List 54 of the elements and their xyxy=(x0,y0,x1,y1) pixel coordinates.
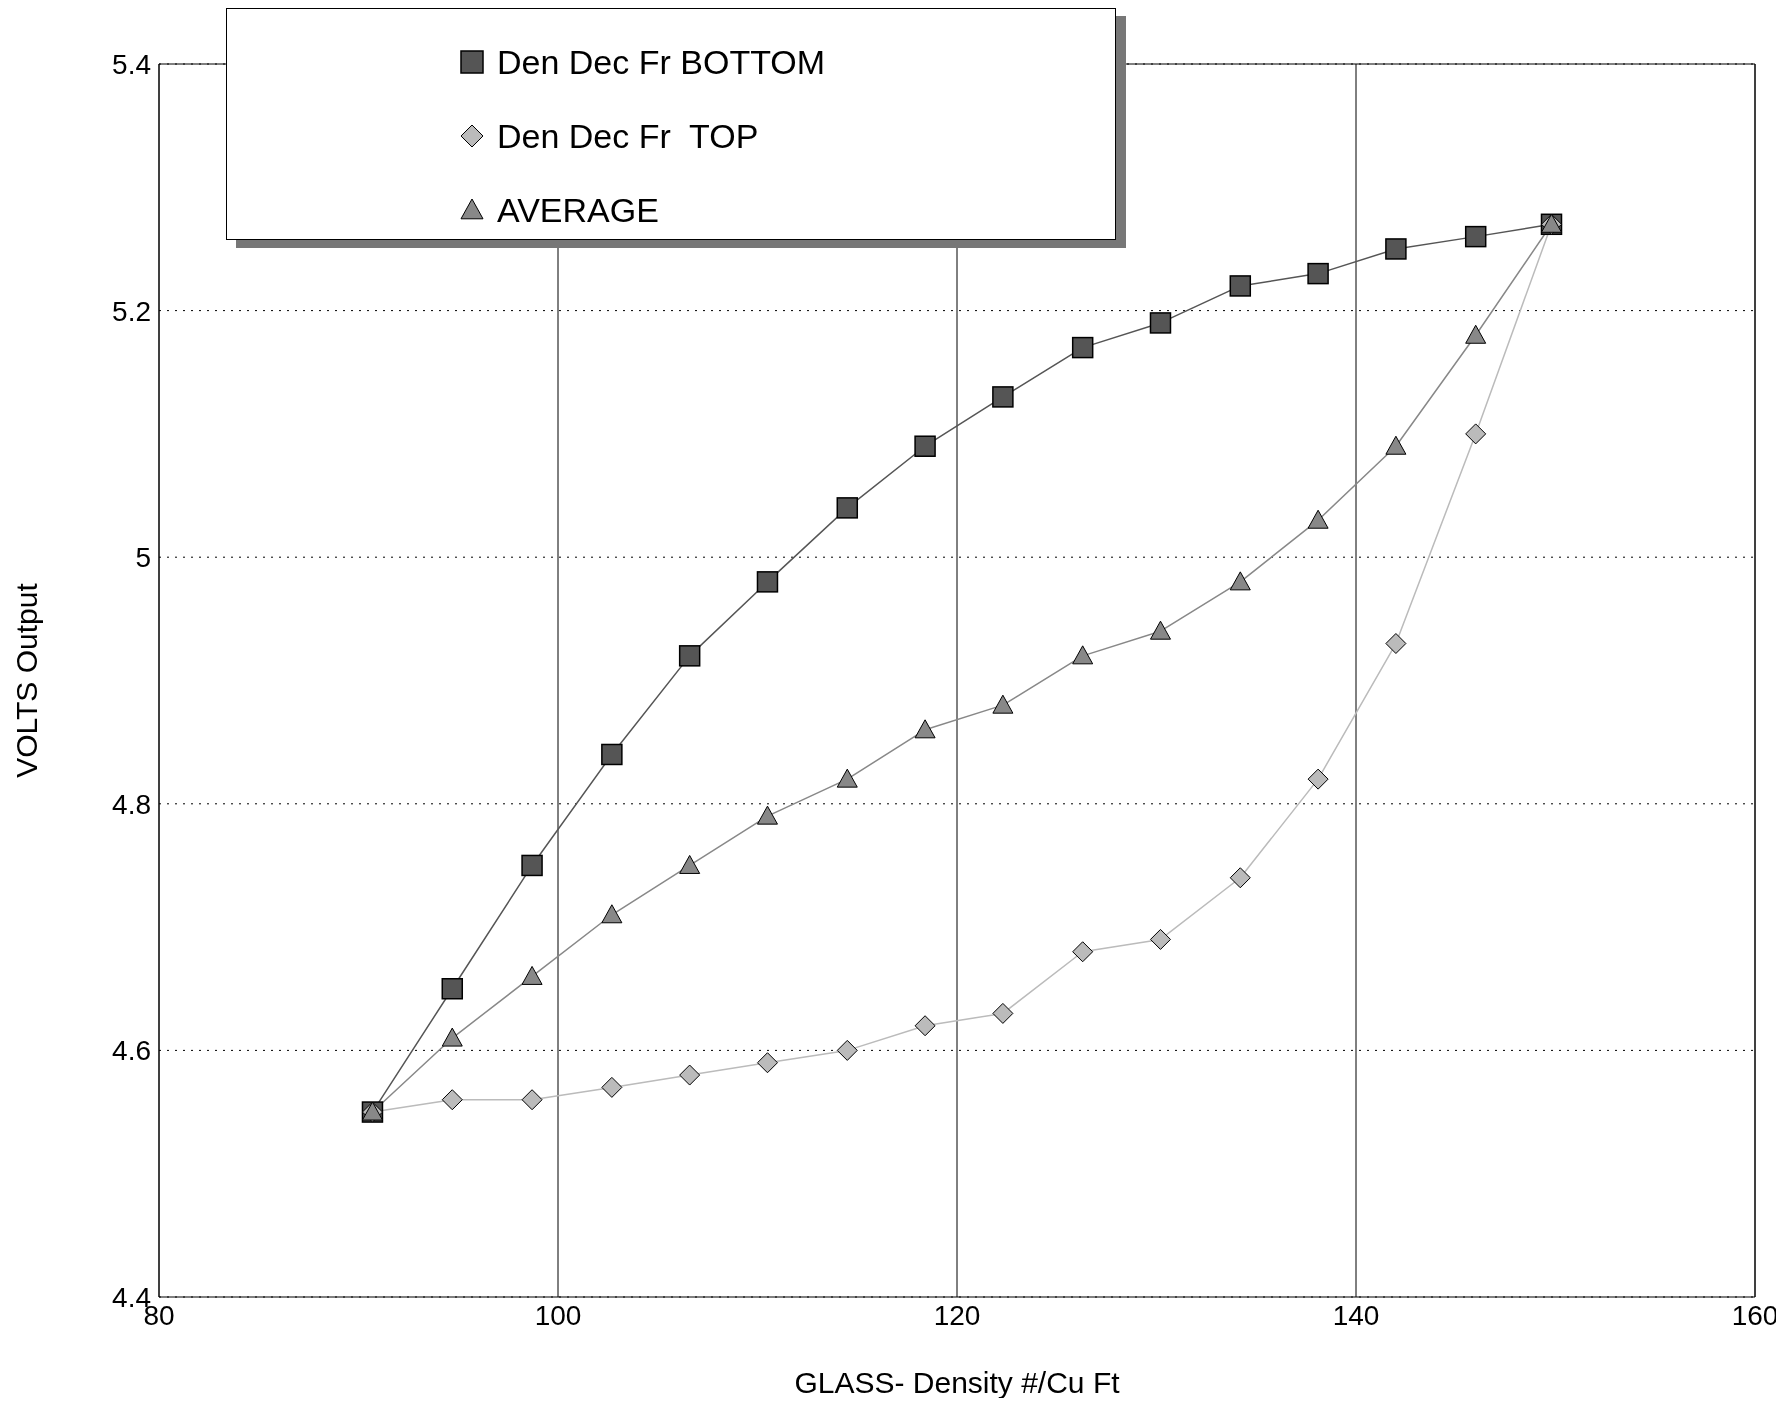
point xyxy=(1385,238,1407,260)
point xyxy=(1072,941,1094,963)
point xyxy=(836,768,858,788)
point xyxy=(1385,435,1407,455)
x-tick-label: 120 xyxy=(933,1299,981,1331)
point xyxy=(1465,324,1487,344)
y-tick-label: 5.2 xyxy=(112,295,151,327)
point xyxy=(679,1064,701,1086)
point xyxy=(992,694,1014,714)
point xyxy=(1229,275,1252,297)
point xyxy=(836,497,859,519)
point xyxy=(1307,509,1329,529)
legend-label: AVERAGE xyxy=(497,190,659,230)
point xyxy=(1307,768,1329,790)
point xyxy=(1307,262,1329,285)
point xyxy=(1464,225,1487,248)
legend-label: Den Dec Fr BOTTOM xyxy=(497,42,826,82)
point xyxy=(601,904,623,924)
point xyxy=(992,386,1014,408)
point xyxy=(914,435,936,457)
y-tick-label: 4.6 xyxy=(112,1035,151,1067)
point xyxy=(1149,312,1172,334)
x-tick-label: 140 xyxy=(1332,1299,1380,1331)
point xyxy=(678,645,701,667)
y-tick-label: 5.4 xyxy=(112,48,151,80)
point xyxy=(1071,336,1094,359)
point xyxy=(441,978,464,1000)
point xyxy=(441,1089,463,1111)
x-tick-label: 100 xyxy=(534,1299,582,1331)
point xyxy=(756,805,778,825)
y-axis-title: VOLTS Output xyxy=(9,582,43,778)
point xyxy=(1385,633,1407,655)
point xyxy=(1072,645,1094,665)
point xyxy=(601,1076,623,1098)
point xyxy=(1465,423,1487,445)
point xyxy=(1229,571,1251,591)
y-tick-label: 4.8 xyxy=(112,788,151,820)
point xyxy=(836,1039,858,1061)
point xyxy=(521,1089,543,1111)
point xyxy=(1149,928,1171,950)
point xyxy=(679,854,701,874)
point xyxy=(601,743,623,766)
point xyxy=(992,1002,1014,1024)
point xyxy=(441,1027,463,1047)
point xyxy=(521,965,543,985)
y-tick-label: 5 xyxy=(135,542,151,574)
point xyxy=(756,1052,778,1074)
point xyxy=(756,571,779,593)
point xyxy=(1149,620,1171,640)
point xyxy=(521,854,543,877)
point xyxy=(914,1015,936,1037)
legend-label: Den Dec Fr TOP xyxy=(497,116,759,156)
point xyxy=(914,719,936,739)
point xyxy=(1229,867,1251,889)
